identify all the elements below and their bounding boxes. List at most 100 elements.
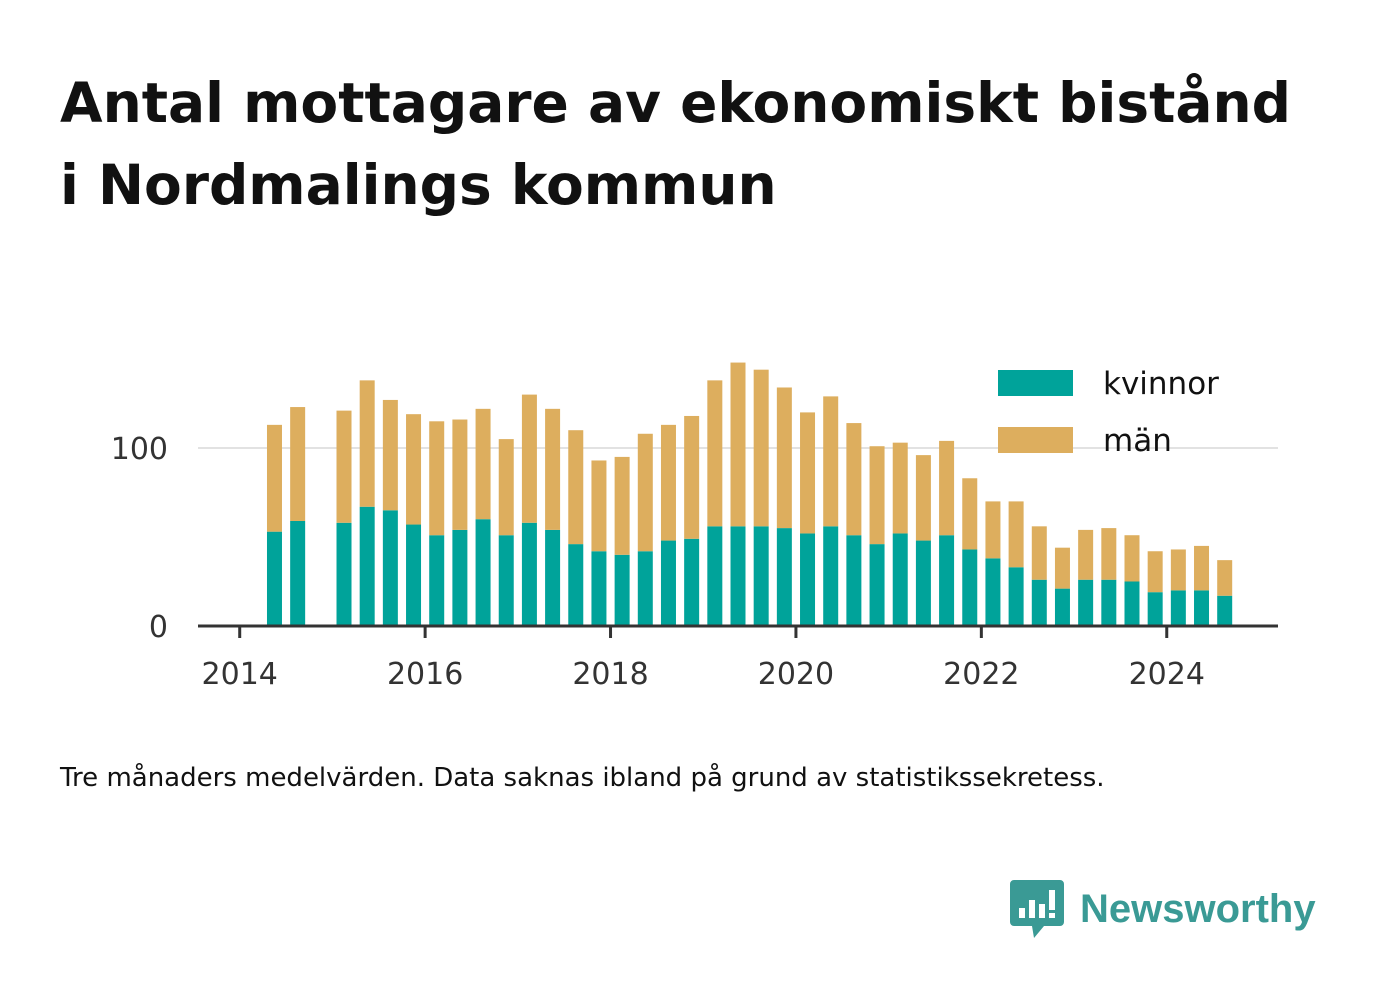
bar-man — [591, 460, 607, 552]
bar-man — [1194, 545, 1210, 591]
bar-man — [1124, 535, 1140, 582]
bar-man — [637, 433, 653, 552]
bar-kvinnor — [521, 522, 537, 626]
bar-man — [359, 380, 375, 507]
x-tick-label: 2014 — [202, 657, 278, 692]
bar-man — [1101, 528, 1117, 580]
legend-label: män — [1103, 423, 1172, 459]
bar-man — [475, 408, 491, 520]
bar-man — [336, 410, 352, 523]
bar-kvinnor — [637, 551, 653, 626]
bar-kvinnor — [406, 524, 422, 626]
bar-kvinnor — [730, 526, 746, 626]
bar-man — [776, 387, 792, 529]
bar-man — [1054, 547, 1070, 589]
bar-kvinnor — [684, 538, 700, 626]
bar-man — [568, 430, 584, 545]
bar-kvinnor — [823, 526, 839, 626]
bar-man — [1008, 501, 1024, 568]
bar-kvinnor — [429, 535, 445, 626]
bar-kvinnor — [800, 533, 816, 626]
bar-kvinnor — [1124, 581, 1140, 626]
bar-man — [684, 415, 700, 539]
bar-man — [892, 442, 908, 534]
bar-man — [915, 455, 931, 541]
chart-title: Antal mottagare av ekonomiskt bistånd i … — [60, 71, 1292, 217]
x-tick-label: 2024 — [1129, 657, 1205, 692]
bar-kvinnor — [869, 544, 885, 626]
bar-man — [266, 424, 282, 532]
bar-kvinnor — [753, 526, 769, 626]
legend-label: kvinnor — [1103, 366, 1219, 402]
bar-kvinnor — [985, 558, 1001, 626]
bar-man — [498, 439, 514, 536]
bar-man — [1170, 549, 1186, 591]
bar-kvinnor — [1217, 595, 1233, 626]
bar-kvinnor — [846, 535, 862, 626]
x-tick-label: 2018 — [572, 657, 648, 692]
bar-man — [1078, 529, 1094, 580]
x-axis: 2014 2016 2018 2020 2022 2024 — [198, 624, 1278, 692]
bar-kvinnor — [660, 540, 676, 626]
y-tick-label: 100 — [111, 432, 168, 467]
bar-man — [962, 478, 978, 550]
bar-man — [985, 501, 1001, 559]
bar-kvinnor — [1194, 590, 1210, 626]
y-tick-label: 0 — [149, 610, 168, 645]
bar-kvinnor — [707, 526, 723, 626]
bar-kvinnor — [382, 510, 398, 626]
bar-man — [429, 421, 445, 536]
bar-kvinnor — [1078, 579, 1094, 626]
bar-kvinnor — [939, 535, 955, 626]
bar-kvinnor — [1101, 579, 1117, 626]
bar-kvinnor — [892, 533, 908, 626]
bar-kvinnor — [336, 522, 352, 626]
legend-swatch-man — [998, 427, 1073, 453]
bar-kvinnor — [359, 506, 375, 626]
bar-man — [406, 414, 422, 525]
bar-man — [545, 408, 561, 530]
legend: kvinnor män — [998, 366, 1219, 459]
bar-kvinnor — [1054, 588, 1070, 626]
bar-man — [800, 412, 816, 534]
bar-man — [1147, 551, 1163, 593]
bar-kvinnor — [915, 540, 931, 626]
y-axis: 0 100 — [111, 432, 168, 645]
bar-man — [730, 362, 746, 527]
bar-kvinnor — [452, 529, 468, 626]
bar-man — [660, 424, 676, 541]
bar-kvinnor — [1147, 592, 1163, 626]
bar-man — [869, 446, 885, 545]
bar-kvinnor — [568, 544, 584, 626]
x-tick-label: 2022 — [943, 657, 1019, 692]
bar-kvinnor — [962, 549, 978, 626]
newsworthy-chat-bars-icon — [1010, 880, 1064, 938]
bar-man — [823, 396, 839, 527]
bar-kvinnor — [266, 531, 282, 626]
bar-man — [707, 380, 723, 527]
bar-kvinnor — [776, 528, 792, 626]
bar-man — [1217, 560, 1233, 596]
bar-kvinnor — [614, 554, 630, 626]
brand-name: Newsworthy — [1080, 886, 1316, 931]
bar-kvinnor — [475, 519, 491, 626]
x-tick-label: 2016 — [387, 657, 463, 692]
bar-man — [753, 369, 769, 527]
bar-kvinnor — [1031, 579, 1047, 626]
bar-kvinnor — [290, 520, 306, 626]
footnote-caption: Tre månaders medelvärden. Data saknas ib… — [60, 763, 1105, 793]
bar-man — [521, 394, 537, 523]
bar-man — [1031, 526, 1047, 580]
newsworthy-logo: Newsworthy — [1010, 878, 1316, 940]
bar-man — [939, 440, 955, 536]
legend-swatch-kvinnor — [998, 370, 1073, 396]
bar-kvinnor — [545, 529, 561, 626]
bar-kvinnor — [498, 535, 514, 626]
x-tick-label: 2020 — [758, 657, 834, 692]
bar-kvinnor — [1170, 590, 1186, 626]
bar-man — [614, 456, 630, 555]
bar-kvinnor — [591, 551, 607, 626]
bars — [266, 362, 1233, 626]
bar-man — [452, 419, 468, 530]
